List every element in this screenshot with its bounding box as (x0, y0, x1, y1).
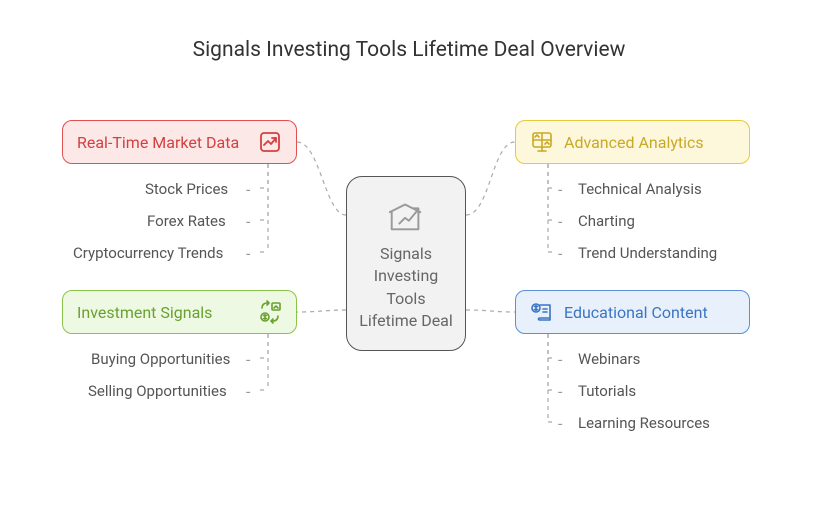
sub-item: Forex Rates (147, 212, 226, 230)
sub-item: Stock Prices (145, 180, 228, 198)
sub-item: Selling Opportunities (88, 382, 227, 400)
tick-icon: - (558, 180, 562, 199)
page-title: Signals Investing Tools Lifetime Deal Ov… (0, 38, 818, 62)
sub-item: Trend Understanding (578, 244, 717, 262)
central-label: Signals Investing Tools Lifetime Deal (357, 243, 455, 333)
book-dollar-icon (530, 300, 554, 324)
monitor-panels-icon (530, 130, 554, 154)
tick-icon: - (558, 350, 562, 369)
branch-label: Investment Signals (77, 303, 248, 322)
sub-item: Cryptocurrency Trends (73, 244, 223, 262)
sub-item: Buying Opportunities (91, 350, 230, 368)
chart-up-icon (258, 130, 282, 154)
branch-label: Real-Time Market Data (77, 133, 248, 152)
sub-item: Tutorials (578, 382, 636, 400)
box-chart-arrow-icon (386, 195, 426, 235)
tick-icon: - (246, 350, 250, 369)
branch-label: Advanced Analytics (564, 133, 704, 152)
branch-educational-content: Educational Content (515, 290, 750, 334)
tick-icon: - (246, 212, 250, 231)
tick-icon: - (558, 414, 562, 433)
branch-market-data: Real-Time Market Data (62, 120, 297, 164)
sub-item: Learning Resources (578, 414, 710, 432)
tick-icon: - (558, 244, 562, 263)
central-node: Signals Investing Tools Lifetime Deal (346, 176, 466, 351)
branch-advanced-analytics: Advanced Analytics (515, 120, 750, 164)
refresh-money-icon (258, 300, 282, 324)
tick-icon: - (558, 382, 562, 401)
sub-item: Charting (578, 212, 635, 230)
tick-icon: - (246, 382, 250, 401)
branch-label: Educational Content (564, 303, 708, 322)
tick-icon: - (246, 180, 250, 199)
tick-icon: - (246, 244, 250, 263)
tick-icon: - (558, 212, 562, 231)
sub-item: Technical Analysis (578, 180, 702, 198)
sub-item: Webinars (578, 350, 640, 368)
branch-investment-signals: Investment Signals (62, 290, 297, 334)
